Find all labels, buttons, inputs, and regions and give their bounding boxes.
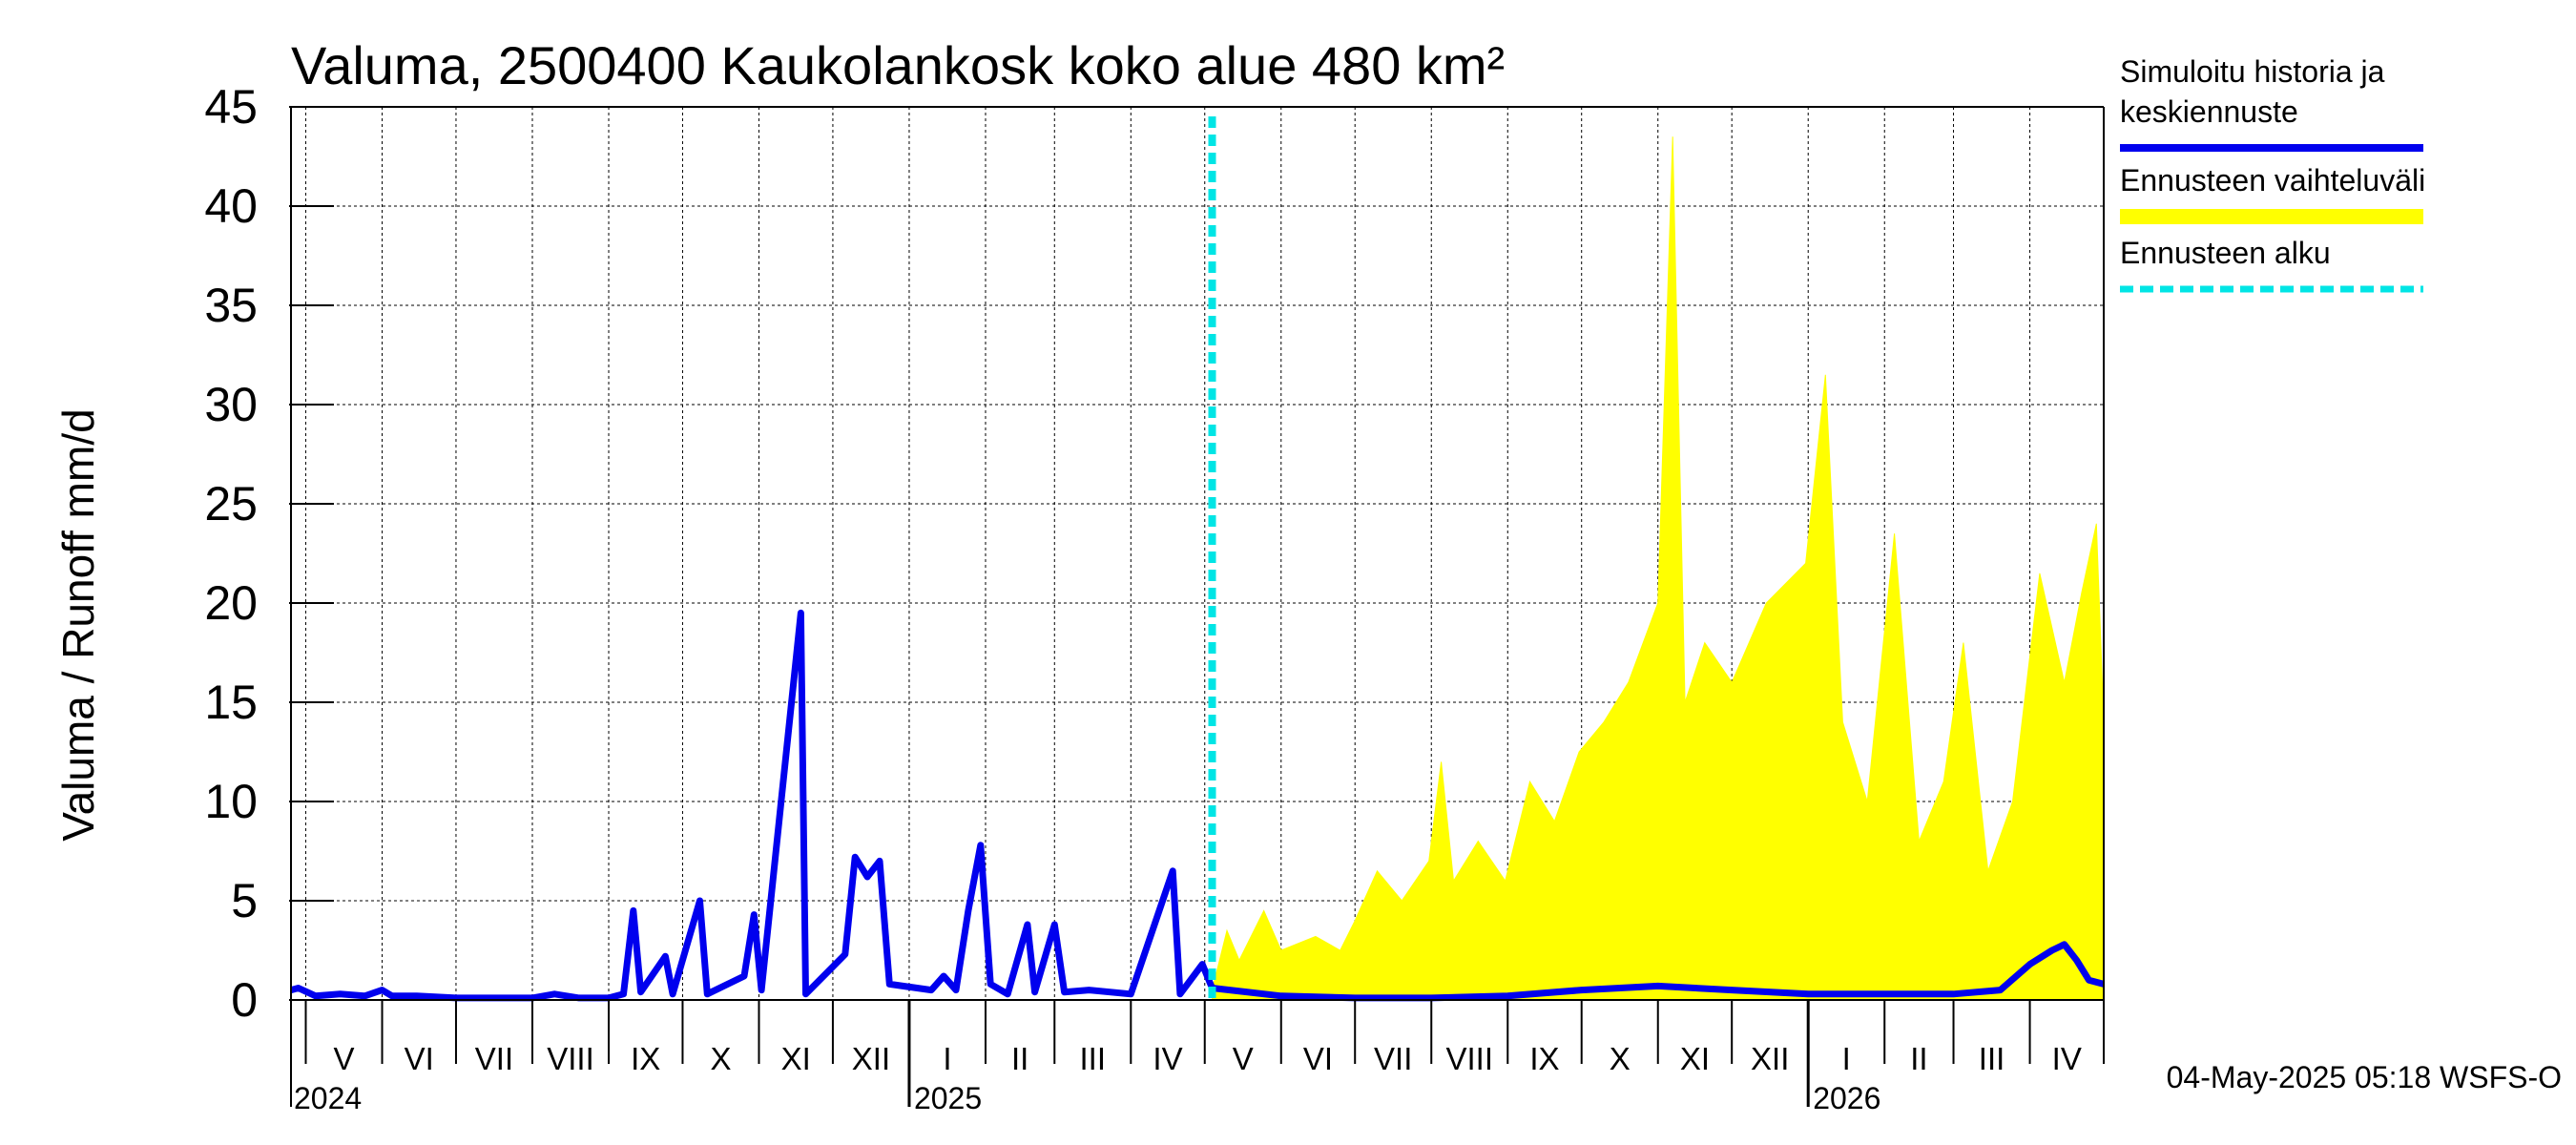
legend: Simuloitu historia ja keskiennuste Ennuste…: [2120, 54, 2425, 293]
month-label: V: [333, 1041, 354, 1076]
month-label: XI: [781, 1041, 811, 1076]
month-label: X: [710, 1041, 731, 1076]
y-tick-label: 35: [204, 279, 258, 332]
month-label: VI: [405, 1041, 434, 1076]
month-label: VI: [1303, 1041, 1333, 1076]
year-label: 2026: [1813, 1081, 1880, 1115]
legend-entry-text: Ennusteen alku: [2120, 236, 2331, 270]
month-label: XII: [852, 1041, 890, 1076]
month-label: VII: [475, 1041, 513, 1076]
month-labels: V VI VII VIII IX X XI XII I II III IV V VI VII VIII IX X X…: [333, 1041, 2081, 1076]
month-label: IX: [631, 1041, 660, 1076]
legend-entry-text: Simuloitu historia ja: [2120, 54, 2385, 89]
chart-title: Valuma, 2500400 Kaukolankosk koko alue 4…: [291, 35, 1505, 95]
month-label: VIII: [547, 1041, 594, 1076]
year-label: 2024: [294, 1081, 362, 1115]
history-series-group: [290, 609, 2105, 1002]
month-label: XI: [1680, 1041, 1710, 1076]
month-label: XII: [1751, 1041, 1789, 1076]
month-label: I: [943, 1041, 951, 1076]
y-tick-label: 15: [204, 676, 258, 729]
y-tick-label: 25: [204, 477, 258, 531]
month-label: V: [1233, 1041, 1254, 1076]
y-tick-label: 40: [204, 179, 258, 233]
y-tick-label: 45: [204, 80, 258, 134]
month-label: VII: [1374, 1041, 1412, 1076]
y-tick-label: 0: [231, 973, 258, 1027]
month-label: VIII: [1445, 1041, 1493, 1076]
history-series-line: [290, 609, 2105, 1002]
legend-entry-text: Ennusteen vaihteluväli: [2120, 163, 2425, 198]
year-label: 2025: [914, 1081, 982, 1115]
year-labels: 2024 2025 2026: [294, 1081, 1880, 1115]
y-tick-label: 20: [204, 576, 258, 630]
y-tick-label: 5: [231, 874, 258, 927]
month-label: III: [1979, 1041, 2005, 1076]
axes: [289, 106, 2105, 1107]
month-label: II: [1910, 1041, 1927, 1076]
month-label: X: [1610, 1041, 1631, 1076]
y-tick-labels: 0 5 10 15 20 25 30 35 40 45: [204, 80, 258, 1027]
forecast-range-band: [1212, 136, 2105, 1001]
month-label: I: [1842, 1041, 1851, 1076]
footer-timestamp: 04-May-2025 05:18 WSFS-O: [2167, 1060, 2562, 1094]
y-axis-label: Valuma / Runoff mm/d: [53, 408, 103, 841]
y-tick-label: 10: [204, 775, 258, 828]
month-label: IV: [1153, 1041, 1182, 1076]
legend-entry-text: keskiennuste: [2120, 94, 2298, 129]
month-label: IV: [2052, 1041, 2082, 1076]
forecast-range-area: [1212, 136, 2105, 1001]
month-label: III: [1080, 1041, 1107, 1076]
month-label: IX: [1529, 1041, 1559, 1076]
month-label: II: [1011, 1041, 1028, 1076]
y-tick-label: 30: [204, 378, 258, 431]
